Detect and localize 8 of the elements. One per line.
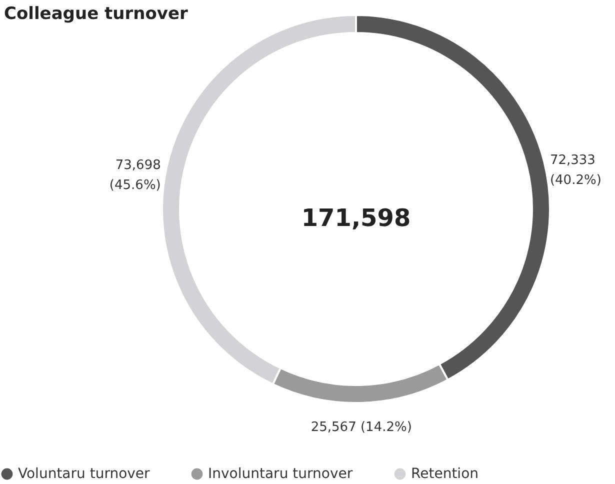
data-label: 72,333 (40.2%) [550,153,602,188]
data-label: 25,567 (14.2%) [310,420,412,435]
legend-label: Voluntaru turnover [18,466,150,482]
data-label: 73,698 (45.6%) [109,158,161,194]
legend-label: Involuntaru turnover [208,466,353,482]
text: 171,598 [301,204,411,232]
legend-label: Retention [411,466,479,482]
chart-title: Colleague turnover [4,4,189,24]
